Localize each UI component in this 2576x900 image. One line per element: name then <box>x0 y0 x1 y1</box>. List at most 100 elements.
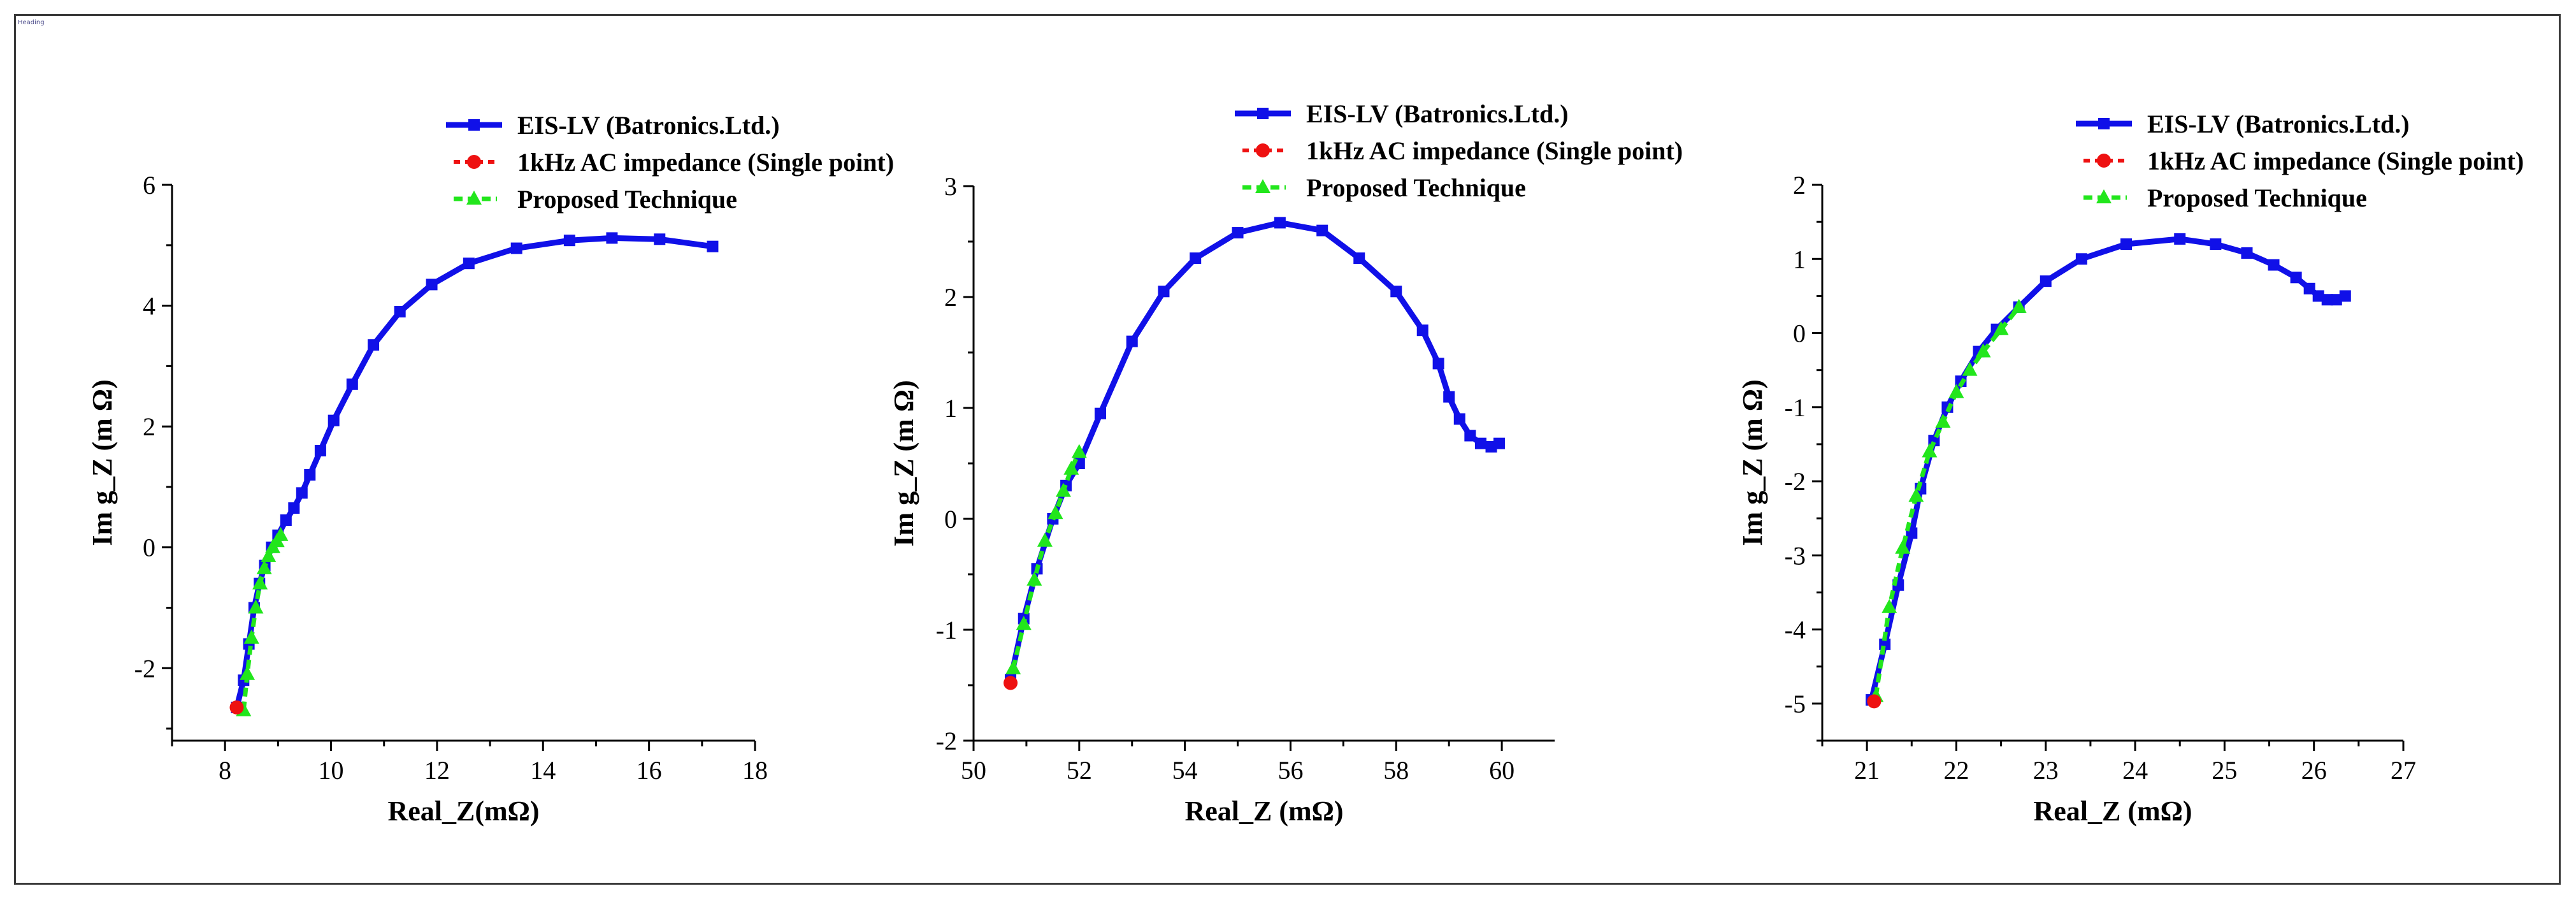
proposed-point <box>240 665 255 680</box>
figure-frame <box>14 14 2561 885</box>
eis-point <box>510 242 522 254</box>
x-tick-label: 10 <box>319 756 344 785</box>
eis-point <box>1432 358 1444 370</box>
eis-point <box>2210 238 2222 250</box>
y-tick-label: 0 <box>143 533 155 562</box>
proposed-point <box>1005 660 1021 674</box>
x-axis-title: Real_Z (mΩ) <box>1184 795 1343 827</box>
heading-tag: Heading <box>18 19 45 26</box>
y-tick-label: 2 <box>1793 171 1806 200</box>
eis-point <box>1094 407 1106 419</box>
eis-point <box>426 279 438 291</box>
eis-point <box>1416 324 1428 337</box>
legend-marker-ac <box>467 155 481 169</box>
proposed-point <box>1055 483 1071 497</box>
proposed-point <box>273 526 289 541</box>
legend-label: Proposed Technique <box>517 185 737 214</box>
proposed-point <box>1882 599 1897 613</box>
eis-point <box>2339 290 2351 302</box>
proposed-point <box>1063 460 1079 475</box>
legend: EIS-LV (Batronics.Ltd.) 1kHz AC impedance… <box>446 111 894 214</box>
eis-point <box>2312 290 2324 302</box>
eis-point <box>707 240 719 252</box>
eis-point <box>1126 335 1138 347</box>
eis-point <box>2290 272 2302 284</box>
proposed-point <box>1948 384 1964 398</box>
proposed-point <box>1908 488 1924 502</box>
y-tick-label: -5 <box>1785 690 1806 718</box>
eis-point <box>296 487 308 499</box>
eis-point <box>368 339 380 351</box>
eis-point <box>1316 224 1328 236</box>
legend-label: 1kHz AC impedance (Single point) <box>2147 147 2524 175</box>
x-tick-label: 8 <box>219 756 231 785</box>
x-tick-label: 16 <box>637 756 662 785</box>
y-tick-label: -4 <box>1785 616 1806 644</box>
proposed-point <box>1895 539 1911 554</box>
proposed-point <box>261 548 277 562</box>
y-tick-label: 2 <box>944 283 957 312</box>
eis-point <box>2321 294 2333 306</box>
proposed-point <box>1922 443 1938 458</box>
eis-point <box>463 258 475 270</box>
eis-point <box>2268 259 2280 271</box>
eis-point <box>563 235 575 247</box>
eis-point <box>1190 252 1202 265</box>
eis-point <box>1274 217 1286 229</box>
eis-point <box>1353 252 1365 265</box>
y-tick-label: 4 <box>143 292 155 321</box>
x-tick-label: 24 <box>2122 756 2148 785</box>
eis-point <box>346 378 358 390</box>
legend-label: Proposed Technique <box>2147 184 2367 212</box>
proposed-point <box>1993 321 2009 335</box>
legend: EIS-LV (Batronics.Ltd.) 1kHz AC impedance… <box>1235 99 1683 202</box>
legend-marker-eis <box>2098 118 2110 129</box>
legend-marker-proposed <box>2096 189 2112 203</box>
eis-point <box>2174 233 2186 245</box>
proposed-series-line <box>1873 305 2021 697</box>
proposed-point <box>243 629 259 644</box>
y-tick-label: 0 <box>944 505 957 533</box>
x-tick-label: 58 <box>1383 756 1409 785</box>
x-tick-label: 52 <box>1067 756 1092 785</box>
eis-series-line <box>1868 236 2347 701</box>
x-tick-label: 54 <box>1172 756 1198 785</box>
proposed-point <box>256 560 272 574</box>
proposed-point <box>1962 361 1978 376</box>
eis-point <box>2241 247 2253 259</box>
legend-label: 1kHz AC impedance (Single point) <box>1306 136 1683 165</box>
y-tick-label: 1 <box>944 394 957 423</box>
eis-point <box>2303 282 2315 294</box>
eis-point <box>1158 286 1170 298</box>
x-tick-label: 50 <box>961 756 986 785</box>
legend-marker-ac <box>1256 143 1270 157</box>
proposed-point <box>1037 532 1053 547</box>
proposed-point <box>248 599 264 614</box>
x-tick-label: 60 <box>1489 756 1515 785</box>
eis-point <box>280 514 292 526</box>
x-tick-label: 12 <box>424 756 450 785</box>
eis-point <box>1464 430 1476 442</box>
y-tick-label: -1 <box>936 616 957 644</box>
legend-marker-ac <box>2097 154 2111 168</box>
y-tick-label: 0 <box>1793 319 1806 348</box>
eis-point <box>654 233 666 245</box>
y-axis-title: Im g_Z (m Ω) <box>1737 379 1768 546</box>
x-tick-label: 26 <box>2301 756 2327 785</box>
legend: EIS-LV (Batronics.Ltd.) 1kHz AC impedance… <box>2076 110 2524 212</box>
proposed-point <box>1071 444 1087 458</box>
y-tick-label: -3 <box>1785 541 1806 570</box>
eis-point <box>606 232 618 244</box>
chart-panel-1: 8 10 12 14 16 18 -2 0 2 4 6 Real_Z(mΩ) Im g_Z (m Ω) E… <box>87 111 894 827</box>
x-axis-title: Real_Z(mΩ) <box>387 795 539 827</box>
legend-label: EIS-LV (Batronics.Ltd.) <box>1306 99 1569 128</box>
proposed-point <box>1026 571 1042 586</box>
legend-label: 1kHz AC impedance (Single point) <box>517 148 894 177</box>
eis-point <box>1390 286 1402 298</box>
x-tick-label: 56 <box>1277 756 1303 785</box>
eis-point <box>327 414 340 426</box>
eis-point <box>1232 227 1244 239</box>
eis-point <box>1443 391 1455 403</box>
eis-point <box>394 306 406 318</box>
